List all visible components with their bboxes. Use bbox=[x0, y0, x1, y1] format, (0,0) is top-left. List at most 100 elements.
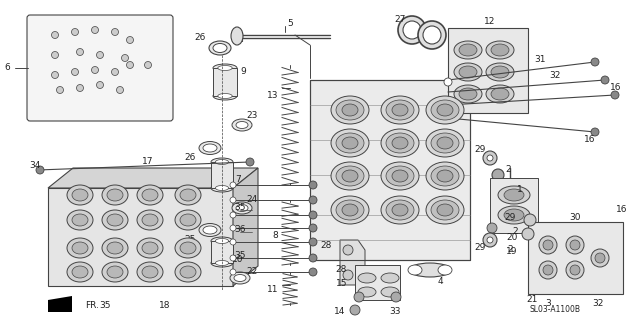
Text: 16: 16 bbox=[616, 205, 628, 215]
Text: 34: 34 bbox=[29, 161, 41, 169]
Text: 18: 18 bbox=[159, 301, 171, 309]
Bar bbox=[213, 68, 237, 96]
Text: 3: 3 bbox=[545, 300, 551, 308]
Circle shape bbox=[111, 68, 118, 75]
Ellipse shape bbox=[381, 96, 419, 124]
Text: 16: 16 bbox=[584, 135, 596, 144]
Circle shape bbox=[591, 249, 609, 267]
Ellipse shape bbox=[437, 137, 453, 149]
Text: 20: 20 bbox=[506, 233, 518, 243]
Ellipse shape bbox=[386, 200, 414, 220]
Ellipse shape bbox=[454, 85, 482, 103]
Ellipse shape bbox=[392, 137, 408, 149]
Ellipse shape bbox=[426, 96, 464, 124]
Bar bbox=[490, 178, 538, 233]
Text: 26: 26 bbox=[184, 154, 196, 162]
Circle shape bbox=[77, 85, 83, 92]
Circle shape bbox=[539, 261, 557, 279]
Ellipse shape bbox=[491, 44, 509, 56]
Text: 27: 27 bbox=[394, 16, 406, 24]
Ellipse shape bbox=[180, 242, 196, 254]
Circle shape bbox=[92, 26, 99, 33]
Circle shape bbox=[591, 128, 599, 136]
Ellipse shape bbox=[175, 238, 201, 258]
Circle shape bbox=[116, 86, 124, 93]
Ellipse shape bbox=[336, 166, 364, 186]
Circle shape bbox=[354, 292, 364, 302]
Ellipse shape bbox=[230, 272, 250, 284]
Circle shape bbox=[539, 236, 557, 254]
Circle shape bbox=[36, 166, 44, 174]
Circle shape bbox=[570, 265, 580, 275]
Circle shape bbox=[524, 214, 536, 226]
Ellipse shape bbox=[381, 287, 399, 297]
Ellipse shape bbox=[381, 162, 419, 190]
Circle shape bbox=[77, 49, 83, 56]
Ellipse shape bbox=[336, 200, 364, 220]
Text: 7: 7 bbox=[235, 176, 241, 184]
Ellipse shape bbox=[392, 170, 408, 182]
Ellipse shape bbox=[211, 158, 233, 166]
Ellipse shape bbox=[454, 63, 482, 81]
Text: 35: 35 bbox=[234, 204, 246, 212]
Polygon shape bbox=[233, 168, 258, 286]
Circle shape bbox=[487, 155, 493, 161]
Ellipse shape bbox=[491, 88, 509, 100]
Text: FR.: FR. bbox=[85, 301, 99, 309]
Circle shape bbox=[403, 21, 421, 39]
Circle shape bbox=[487, 237, 493, 243]
Circle shape bbox=[601, 76, 609, 84]
Circle shape bbox=[391, 292, 401, 302]
Text: 23: 23 bbox=[246, 110, 258, 120]
Circle shape bbox=[72, 29, 79, 36]
Ellipse shape bbox=[336, 133, 364, 153]
Circle shape bbox=[309, 268, 317, 276]
Ellipse shape bbox=[381, 273, 399, 283]
Circle shape bbox=[543, 240, 553, 250]
Circle shape bbox=[522, 228, 534, 240]
Ellipse shape bbox=[67, 262, 93, 282]
Ellipse shape bbox=[67, 210, 93, 230]
Text: 36: 36 bbox=[234, 225, 246, 234]
Ellipse shape bbox=[358, 273, 376, 283]
Circle shape bbox=[97, 81, 104, 88]
Ellipse shape bbox=[142, 266, 158, 278]
Circle shape bbox=[309, 224, 317, 232]
Text: 19: 19 bbox=[506, 247, 518, 257]
Ellipse shape bbox=[107, 189, 123, 201]
Ellipse shape bbox=[72, 266, 88, 278]
Text: 31: 31 bbox=[534, 56, 546, 65]
Polygon shape bbox=[310, 80, 470, 260]
Ellipse shape bbox=[142, 214, 158, 226]
Text: SL03-A1100B: SL03-A1100B bbox=[530, 306, 581, 315]
Ellipse shape bbox=[381, 196, 419, 224]
Ellipse shape bbox=[358, 287, 376, 297]
Text: 15: 15 bbox=[335, 279, 347, 287]
Ellipse shape bbox=[175, 185, 201, 205]
Ellipse shape bbox=[107, 214, 123, 226]
Polygon shape bbox=[48, 168, 258, 188]
Ellipse shape bbox=[180, 266, 196, 278]
Ellipse shape bbox=[437, 204, 453, 216]
Ellipse shape bbox=[504, 209, 524, 221]
Ellipse shape bbox=[232, 119, 252, 131]
Text: 2: 2 bbox=[507, 245, 513, 254]
Circle shape bbox=[483, 151, 497, 165]
Ellipse shape bbox=[102, 210, 128, 230]
Ellipse shape bbox=[392, 104, 408, 116]
Text: 35: 35 bbox=[234, 251, 246, 259]
Text: 2: 2 bbox=[505, 165, 511, 175]
Ellipse shape bbox=[342, 204, 358, 216]
Circle shape bbox=[309, 181, 317, 189]
Circle shape bbox=[122, 54, 129, 61]
Ellipse shape bbox=[203, 144, 217, 152]
Ellipse shape bbox=[454, 41, 482, 59]
Circle shape bbox=[611, 91, 619, 99]
Ellipse shape bbox=[211, 259, 233, 267]
Circle shape bbox=[145, 61, 152, 68]
Ellipse shape bbox=[107, 242, 123, 254]
Ellipse shape bbox=[437, 104, 453, 116]
Circle shape bbox=[543, 265, 553, 275]
Bar bbox=[528, 222, 623, 294]
Text: 1: 1 bbox=[517, 185, 523, 195]
